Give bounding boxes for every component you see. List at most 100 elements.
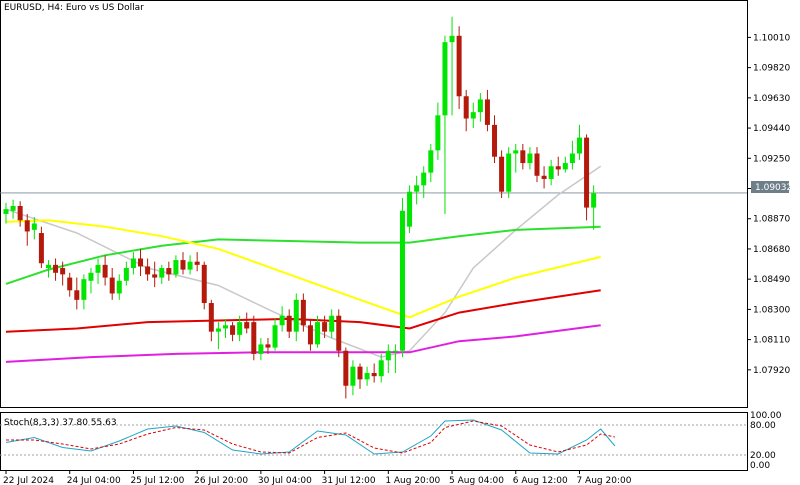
stochastic-tick-label: 20.00 <box>750 451 776 461</box>
bear-candle <box>60 268 66 275</box>
x-tick-label: 26 Jul 20:00 <box>194 476 248 485</box>
bull-candle <box>569 153 575 164</box>
bull-candle <box>95 264 101 273</box>
bull-candle <box>414 185 420 192</box>
chart-title: EURUSD, H4: Euro vs US Dollar <box>4 3 144 13</box>
bear-candle <box>251 322 257 354</box>
bull-candle <box>378 360 384 377</box>
bull-candle <box>576 137 582 154</box>
bull-candle <box>548 166 554 179</box>
bull-candle <box>506 153 512 192</box>
bull-candle <box>591 193 597 208</box>
stochastic-tick-label: 80.00 <box>750 421 776 431</box>
bull-candle <box>31 223 37 230</box>
bull-candle <box>293 299 299 332</box>
bull-candle <box>215 328 221 332</box>
bear-candle <box>53 264 59 273</box>
bull-candle <box>513 150 519 154</box>
y-tick-label: 1.09630 <box>753 94 790 104</box>
bear-candle <box>584 137 590 208</box>
price-panel-frame <box>0 0 748 408</box>
bear-candle <box>357 366 363 380</box>
bear-candle <box>152 274 158 278</box>
x-tick-label: 25 Jul 12:00 <box>130 476 184 485</box>
bear-candle <box>244 322 250 329</box>
bull-candle <box>442 42 448 116</box>
bull-candle <box>123 268 129 281</box>
x-tick-label: 30 Jul 04:00 <box>258 476 312 485</box>
x-tick-label: 31 Jul 12:00 <box>322 476 376 485</box>
bull-candle <box>237 322 243 335</box>
price-panel: 1.10010 1.09820 1.09630 1.09440 1.09250 1.090… <box>0 0 790 408</box>
bear-candle <box>322 322 328 332</box>
bull-candle <box>279 315 285 326</box>
bull-candle <box>159 268 165 278</box>
bear-candle <box>456 35 462 97</box>
bear-candle <box>24 220 30 232</box>
bear-candle <box>463 96 469 119</box>
bear-candle <box>17 206 23 221</box>
bull-candle <box>364 373 370 380</box>
x-tick-label: 22 Jul 2024 <box>3 476 54 485</box>
bull-candle <box>116 280 122 294</box>
bull-candle <box>45 264 51 269</box>
bear-candle <box>555 166 561 170</box>
current-price-label: 1.09032 <box>755 183 792 193</box>
bear-candle <box>541 175 547 179</box>
yellow-moving-average <box>5 219 601 319</box>
stochastic-panel-frame <box>0 412 748 471</box>
bull-candle <box>173 260 179 275</box>
bull-candle <box>10 206 16 211</box>
y-tick-label: 1.09250 <box>753 154 790 164</box>
current-price-box <box>751 181 789 193</box>
y-tick-label: 1.07920 <box>753 366 790 376</box>
stochastic-tick-label: 100.00 <box>750 411 782 421</box>
bull-candle <box>470 112 476 119</box>
bear-candle <box>102 264 108 278</box>
bull-candle <box>329 315 335 332</box>
bear-candle <box>208 303 214 332</box>
bear-candle <box>201 264 207 304</box>
bull-candle <box>399 210 405 351</box>
x-tick-label: 6 Aug 12:00 <box>513 476 568 485</box>
bull-candle <box>258 344 264 354</box>
bull-candle <box>449 35 455 43</box>
x-tick-label: 1 Aug 20:00 <box>385 476 440 485</box>
y-tick-label: 1.08870 <box>753 215 790 225</box>
bear-candle <box>145 266 151 275</box>
x-tick-label: 5 Aug 04:00 <box>449 476 504 485</box>
y-tick-label: 1.09440 <box>753 124 790 134</box>
bear-candle <box>67 277 73 291</box>
bear-candle <box>300 299 306 326</box>
bull-candle <box>315 322 321 345</box>
bull-candle <box>187 261 193 270</box>
bear-candle <box>371 373 377 377</box>
bear-candle <box>230 325 236 335</box>
x-tick-label: 24 Jul 04:00 <box>67 476 121 485</box>
x-tick-label: 7 Aug 20:00 <box>576 476 631 485</box>
bear-candle <box>265 344 271 348</box>
bear-candle <box>484 99 490 125</box>
y-tick-label: 1.08300 <box>753 305 790 315</box>
stochastic-main-line <box>5 419 616 455</box>
bear-candle <box>307 325 313 345</box>
bear-candle <box>194 261 200 265</box>
y-tick-label: 1.08680 <box>753 245 790 255</box>
bull-candle <box>407 191 413 227</box>
bull-candle <box>88 272 94 281</box>
bear-candle <box>336 315 342 351</box>
bear-candle <box>520 150 526 164</box>
y-tick-label: 1.09820 <box>753 64 790 74</box>
bull-candle <box>562 163 568 170</box>
bull-candle <box>3 209 9 214</box>
y-tick-label: 1.08490 <box>753 275 790 285</box>
bear-candle <box>166 268 172 275</box>
bull-candle <box>350 366 356 386</box>
green-moving-average <box>5 225 601 285</box>
bull-candle <box>130 258 136 269</box>
bear-candle <box>74 290 80 300</box>
bear-candle <box>492 124 498 157</box>
bull-candle <box>81 279 87 300</box>
